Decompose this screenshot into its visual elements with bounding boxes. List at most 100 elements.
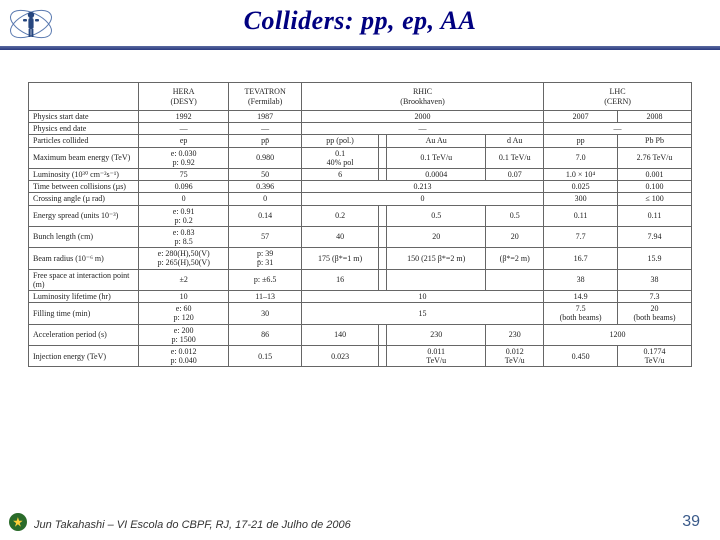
cell <box>379 345 387 366</box>
cell: 10 <box>139 291 229 303</box>
cell: 0.11 <box>544 205 618 226</box>
slide-title: Colliders: pp, ep, AA <box>0 6 720 36</box>
collider-table-container: HERA (DESY)TEVATRON (Fermilab)RHIC (Broo… <box>28 82 692 367</box>
cell: 0.1 TeV/u <box>387 147 486 168</box>
cell: 50 <box>229 168 302 180</box>
table-row: Acceleration period (s)e: 200 p: 1500861… <box>29 324 692 345</box>
cell: 7.7 <box>544 226 618 247</box>
cell: 0.14 <box>229 205 302 226</box>
col-header <box>29 83 139 111</box>
cell: 16 <box>301 269 378 290</box>
cell: — <box>139 123 229 135</box>
cell: 16.7 <box>544 248 618 269</box>
cell: 1992 <box>139 111 229 123</box>
row-label: Free space at interaction point (m) <box>29 269 139 290</box>
cell: 0.011 TeV/u <box>387 345 486 366</box>
col-header: RHIC (Brookhaven) <box>301 83 543 111</box>
row-label: Beam radius (10⁻⁶ m) <box>29 248 139 269</box>
cell: 14.9 <box>544 291 618 303</box>
row-label: Acceleration period (s) <box>29 324 139 345</box>
cell: — <box>544 123 692 135</box>
cell: 2000 <box>301 111 543 123</box>
cell: 0 <box>301 193 543 205</box>
cell <box>387 269 486 290</box>
cell: ep <box>139 135 229 147</box>
row-label: Luminosity lifetime (hr) <box>29 291 139 303</box>
table-row: Bunch length (cm)e: 0.83 p: 8.5574020207… <box>29 226 692 247</box>
table-row: Filling time (min)e: 60 p: 12030157.5 (b… <box>29 303 692 324</box>
cell: 1200 <box>544 324 692 345</box>
footer-logo-icon <box>8 512 28 532</box>
cell: 6 <box>301 168 378 180</box>
cell: e: 0.83 p: 8.5 <box>139 226 229 247</box>
cell: 57 <box>229 226 302 247</box>
cell: 0.1 40% pol <box>301 147 378 168</box>
cell: Au Au <box>387 135 486 147</box>
cell: 30 <box>229 303 302 324</box>
footer-text: Jun Takahashi – VI Escola do CBPF, RJ, 1… <box>34 519 351 531</box>
cell: 20 (both beams) <box>618 303 692 324</box>
cell <box>379 324 387 345</box>
cell <box>379 135 387 147</box>
cell: (β*=2 m) <box>486 248 544 269</box>
row-label: Time between collisions (µs) <box>29 181 139 193</box>
table-row: Physics end date———— <box>29 123 692 135</box>
row-label: Bunch length (cm) <box>29 226 139 247</box>
cell: 38 <box>618 269 692 290</box>
cell: e: 0.91 p: 0.2 <box>139 205 229 226</box>
collider-table: HERA (DESY)TEVATRON (Fermilab)RHIC (Broo… <box>28 82 692 367</box>
cell: 7.3 <box>618 291 692 303</box>
table-row: Time between collisions (µs)0.0960.3960.… <box>29 181 692 193</box>
table-row: Maximum beam energy (TeV)e: 0.030 p: 0.9… <box>29 147 692 168</box>
table-row: Physics start date19921987200020072008 <box>29 111 692 123</box>
cell: 0.1774 TeV/u <box>618 345 692 366</box>
cell: 1.0 × 10⁴ <box>544 168 618 180</box>
cell: pp̄ <box>229 135 302 147</box>
cell: 86 <box>229 324 302 345</box>
cell: 0.0004 <box>387 168 486 180</box>
cell <box>379 147 387 168</box>
row-label: Injection energy (TeV) <box>29 345 139 366</box>
cell: e: 0.012 p: 0.040 <box>139 345 229 366</box>
cell: 38 <box>544 269 618 290</box>
cell: 230 <box>486 324 544 345</box>
cell <box>486 269 544 290</box>
cell: 0.11 <box>618 205 692 226</box>
cell: 0.100 <box>618 181 692 193</box>
cell: 7.94 <box>618 226 692 247</box>
cell: 300 <box>544 193 618 205</box>
cell: 175 (β*=1 m) <box>301 248 378 269</box>
table-row: Beam radius (10⁻⁶ m)e: 280(H),50(V) p: 2… <box>29 248 692 269</box>
cell: 2007 <box>544 111 618 123</box>
cell: d Au <box>486 135 544 147</box>
cell: 0.396 <box>229 181 302 193</box>
cell: 75 <box>139 168 229 180</box>
cell: 0.5 <box>387 205 486 226</box>
cell: 7.5 (both beams) <box>544 303 618 324</box>
cell: 140 <box>301 324 378 345</box>
footer: Jun Takahashi – VI Escola do CBPF, RJ, 1… <box>0 510 720 534</box>
cell: 15 <box>301 303 543 324</box>
title-rule <box>0 46 720 50</box>
cell: 0 <box>139 193 229 205</box>
cell: 0.15 <box>229 345 302 366</box>
col-header: TEVATRON (Fermilab) <box>229 83 302 111</box>
cell: 0.012 TeV/u <box>486 345 544 366</box>
cell: — <box>301 123 543 135</box>
cell: 0.450 <box>544 345 618 366</box>
row-label: Filling time (min) <box>29 303 139 324</box>
cell: 0.2 <box>301 205 378 226</box>
cell: e: 280(H),50(V) p: 265(H),50(V) <box>139 248 229 269</box>
slide: Colliders: pp, ep, AA HERA (DESY)TEVATRO… <box>0 0 720 540</box>
table-row: Luminosity lifetime (hr)1011–131014.97.3 <box>29 291 692 303</box>
cell: 40 <box>301 226 378 247</box>
cell <box>379 248 387 269</box>
cell: 230 <box>387 324 486 345</box>
cell: 11–13 <box>229 291 302 303</box>
table-body: Physics start date19921987200020072008Ph… <box>29 111 692 367</box>
cell: ±2 <box>139 269 229 290</box>
table-header: HERA (DESY)TEVATRON (Fermilab)RHIC (Broo… <box>29 83 692 111</box>
cell: 0.023 <box>301 345 378 366</box>
cell: 0.001 <box>618 168 692 180</box>
col-header: HERA (DESY) <box>139 83 229 111</box>
